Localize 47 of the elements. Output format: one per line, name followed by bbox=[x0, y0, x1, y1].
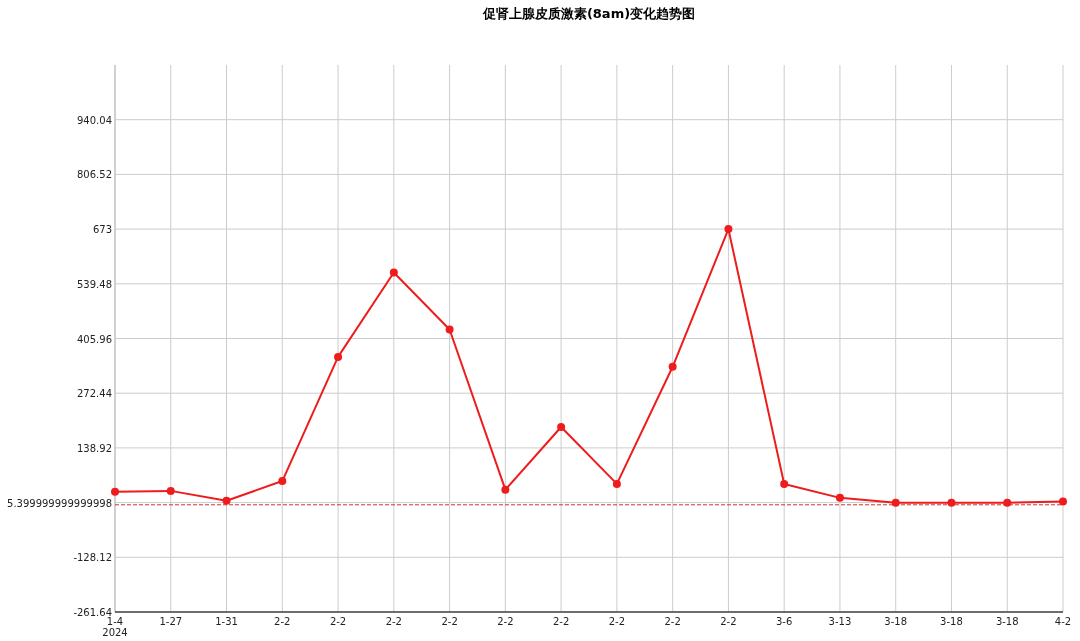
point bbox=[389, 268, 398, 277]
point bbox=[612, 479, 621, 488]
x-tick-label: 2-2 bbox=[608, 616, 626, 627]
x-tick-label: 1-27 bbox=[159, 616, 183, 627]
y-tick-label: 272.44 bbox=[77, 388, 112, 400]
point bbox=[724, 225, 733, 234]
point bbox=[835, 493, 844, 502]
y-tick-label: 940.04 bbox=[77, 114, 112, 126]
point bbox=[557, 422, 566, 431]
y-tick-label: 673 bbox=[92, 224, 112, 236]
point bbox=[891, 498, 900, 507]
y-tick-label: 405.96 bbox=[77, 333, 112, 345]
x-tick-label: 4-2 bbox=[1054, 616, 1072, 627]
x-tick-label: 3-18 bbox=[940, 616, 963, 627]
point bbox=[668, 362, 677, 371]
point bbox=[1003, 498, 1012, 507]
point bbox=[166, 486, 175, 495]
point bbox=[334, 352, 343, 361]
y-tick-label: 138.92 bbox=[77, 442, 112, 454]
chart-title: 促肾上腺皮质激素(8am)变化趋势图 bbox=[481, 6, 696, 21]
x-tick-label: 3-18 bbox=[884, 616, 908, 627]
x-tick-label: 1-4 2024 bbox=[102, 616, 128, 638]
point bbox=[111, 487, 119, 496]
y-tick-label: 539.48 bbox=[77, 278, 112, 290]
x-tick-label: 2-2 bbox=[664, 616, 681, 627]
x-tick-label: 1-31 bbox=[215, 616, 238, 627]
y-tick-label: 806.52 bbox=[77, 169, 112, 181]
x-tick-label: 2-2 bbox=[552, 616, 570, 627]
x-tick-label: 2-2 bbox=[720, 616, 737, 627]
y-tick-label: -261.64 bbox=[73, 607, 112, 618]
point bbox=[1059, 497, 1067, 506]
point bbox=[947, 498, 956, 507]
x-tick-label: 2-2 bbox=[385, 616, 402, 627]
x-tick-label: 2-2 bbox=[441, 616, 458, 627]
x-tick-label: 2-2 bbox=[497, 616, 514, 627]
y-tick-label: 5.399999999999998 bbox=[7, 497, 112, 509]
point bbox=[222, 496, 231, 505]
point bbox=[445, 325, 454, 334]
point bbox=[780, 479, 789, 488]
x-tick-label: 3-6 bbox=[776, 616, 793, 627]
point bbox=[501, 485, 510, 494]
y-tick-label: -128.12 bbox=[73, 552, 112, 564]
x-tick-label: 3-18 bbox=[995, 616, 1019, 627]
x-tick-label: 3-13 bbox=[828, 616, 852, 627]
x-tick-label: 2-2 bbox=[329, 616, 347, 627]
point bbox=[278, 477, 287, 486]
x-tick-label: 2-2 bbox=[274, 616, 291, 627]
